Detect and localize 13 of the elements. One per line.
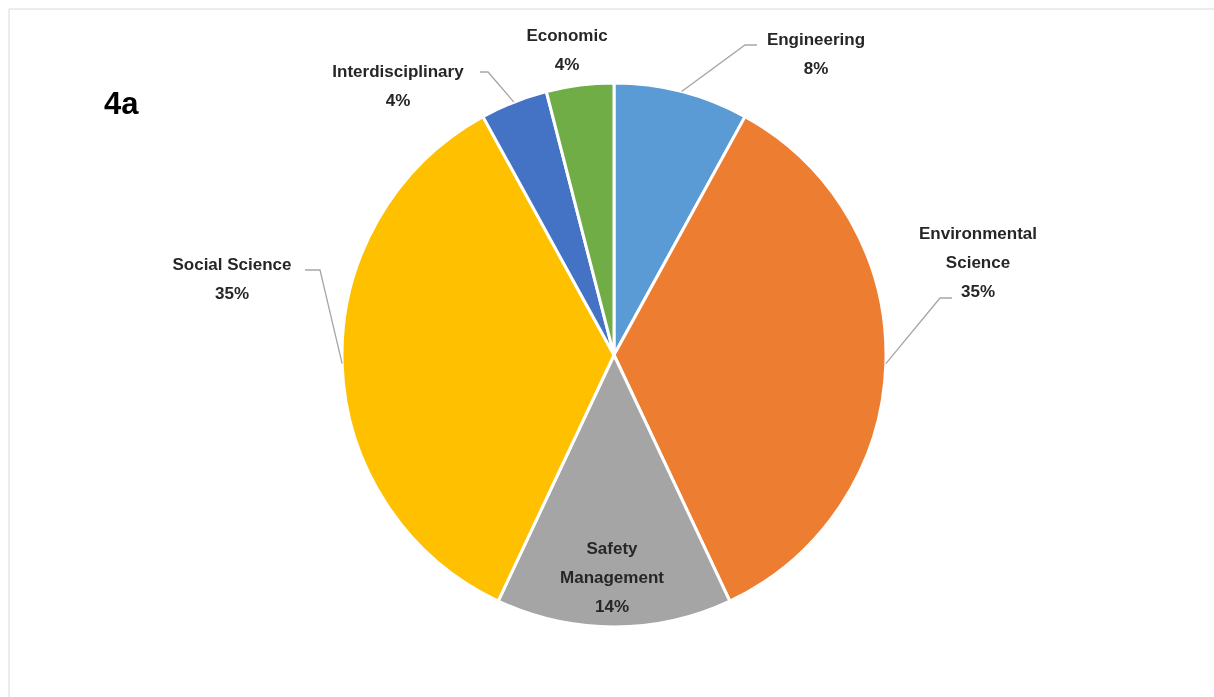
slice-label: Engineering [766, 30, 866, 49]
data-label: 14% [594, 597, 630, 616]
slice-label: Social Science [172, 255, 292, 274]
slice-label: Environmental Science [918, 224, 1038, 272]
text: 4a [104, 86, 140, 121]
data-label: 35% [214, 284, 250, 303]
slice-label: Safety Management [560, 539, 665, 587]
data-label: 35% [960, 282, 996, 301]
data-label: 4% [385, 91, 411, 110]
slice-label: Economic [526, 26, 608, 45]
slice-label: Interdisciplinary [332, 62, 465, 81]
data-label: 4% [554, 55, 580, 74]
data-label: 8% [803, 59, 829, 78]
